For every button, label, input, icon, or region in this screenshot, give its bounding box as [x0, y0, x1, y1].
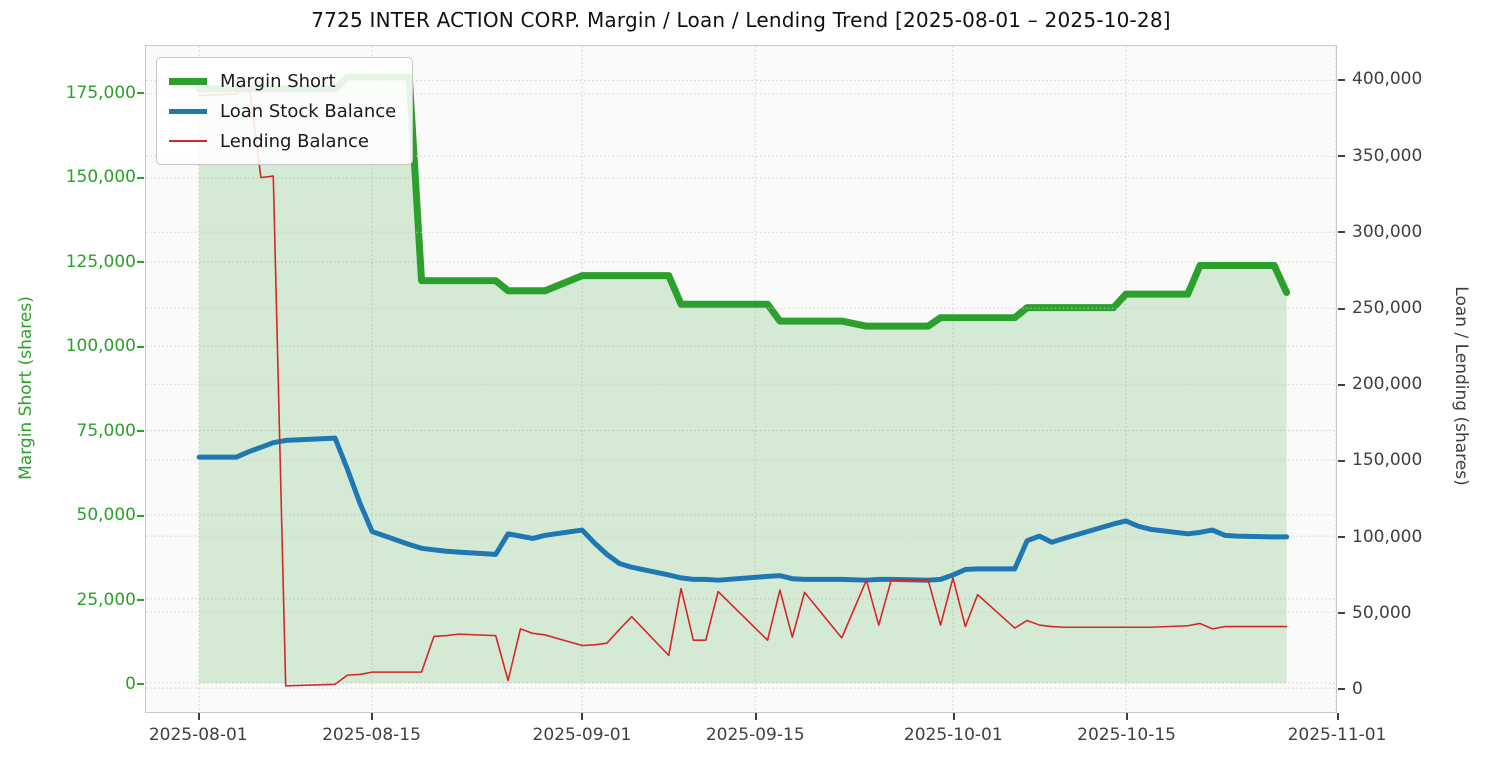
lending-line-swatch-icon [169, 140, 207, 142]
margin-short-line-swatch-icon [169, 77, 207, 85]
left-y-tick-label: 50,000 [76, 505, 136, 526]
right-tick-mark [1338, 307, 1345, 310]
left-tick-mark [137, 176, 144, 179]
left-tick-mark [137, 683, 144, 686]
x-tick-mark [371, 713, 374, 720]
x-tick-label: 2025-09-01 [532, 725, 632, 745]
left-y-tick-label: 125,000 [65, 251, 136, 272]
left-tick-mark [137, 345, 144, 348]
legend-item-lending-balance: Lending Balance [169, 126, 396, 156]
left-axis-title: Margin Short (shares) [16, 296, 36, 480]
left-tick-mark [137, 430, 144, 433]
x-tick-label: 2025-09-15 [705, 725, 805, 745]
right-tick-mark [1338, 612, 1345, 615]
x-tick-mark [581, 713, 584, 720]
left-y-tick-label: 100,000 [65, 336, 136, 357]
right-tick-mark [1338, 231, 1345, 234]
x-tick-mark [952, 713, 955, 720]
plot-area [145, 45, 1337, 713]
x-tick-label: 2025-10-01 [903, 725, 1003, 745]
legend-item-loan-stock-balance: Loan Stock Balance [169, 96, 396, 126]
right-y-tick-label: 300,000 [1352, 221, 1423, 242]
right-y-tick-label: 100,000 [1352, 526, 1423, 547]
x-tick-label: 2025-08-01 [148, 725, 248, 745]
legend: Margin Short Loan Stock Balance Lending … [156, 57, 414, 165]
right-tick-mark [1338, 688, 1345, 691]
x-tick-mark [754, 713, 757, 720]
legend-item-margin-short: Margin Short [169, 66, 396, 96]
loan-stock-line-swatch-icon [169, 108, 207, 114]
x-tick-label: 2025-11-01 [1287, 725, 1387, 745]
left-tick-mark [137, 261, 144, 264]
right-y-tick-label: 0 [1352, 678, 1363, 699]
right-y-tick-label: 400,000 [1352, 69, 1423, 90]
left-tick-mark [137, 599, 144, 602]
right-y-tick-label: 350,000 [1352, 145, 1423, 166]
x-tick-mark [197, 713, 200, 720]
x-tick-mark [1126, 713, 1129, 720]
right-tick-mark [1338, 78, 1345, 81]
right-y-tick-label: 50,000 [1352, 602, 1412, 623]
right-axis-title: Loan / Lending (shares) [1451, 286, 1471, 486]
left-y-tick-label: 175,000 [65, 82, 136, 103]
right-tick-mark [1338, 155, 1345, 158]
legend-label: Margin Short [220, 70, 336, 92]
legend-label: Lending Balance [220, 130, 369, 152]
left-y-tick-label: 150,000 [65, 167, 136, 188]
left-tick-mark [137, 514, 144, 517]
left-y-tick-label: 75,000 [76, 420, 136, 441]
right-y-tick-label: 250,000 [1352, 298, 1423, 319]
right-tick-mark [1338, 383, 1345, 386]
right-y-tick-label: 200,000 [1352, 374, 1423, 395]
x-tick-label: 2025-08-15 [322, 725, 421, 745]
right-y-tick-label: 150,000 [1352, 450, 1423, 471]
right-tick-mark [1338, 536, 1345, 539]
chart-title: 7725 INTER ACTION CORP. Margin / Loan / … [311, 8, 1171, 32]
legend-label: Loan Stock Balance [220, 100, 397, 122]
x-tick-label: 2025-10-15 [1077, 725, 1176, 745]
left-y-tick-label: 0 [125, 673, 136, 694]
left-tick-mark [137, 92, 144, 95]
left-y-tick-label: 25,000 [76, 589, 136, 610]
x-tick-mark [1336, 713, 1339, 720]
right-tick-mark [1338, 459, 1345, 462]
